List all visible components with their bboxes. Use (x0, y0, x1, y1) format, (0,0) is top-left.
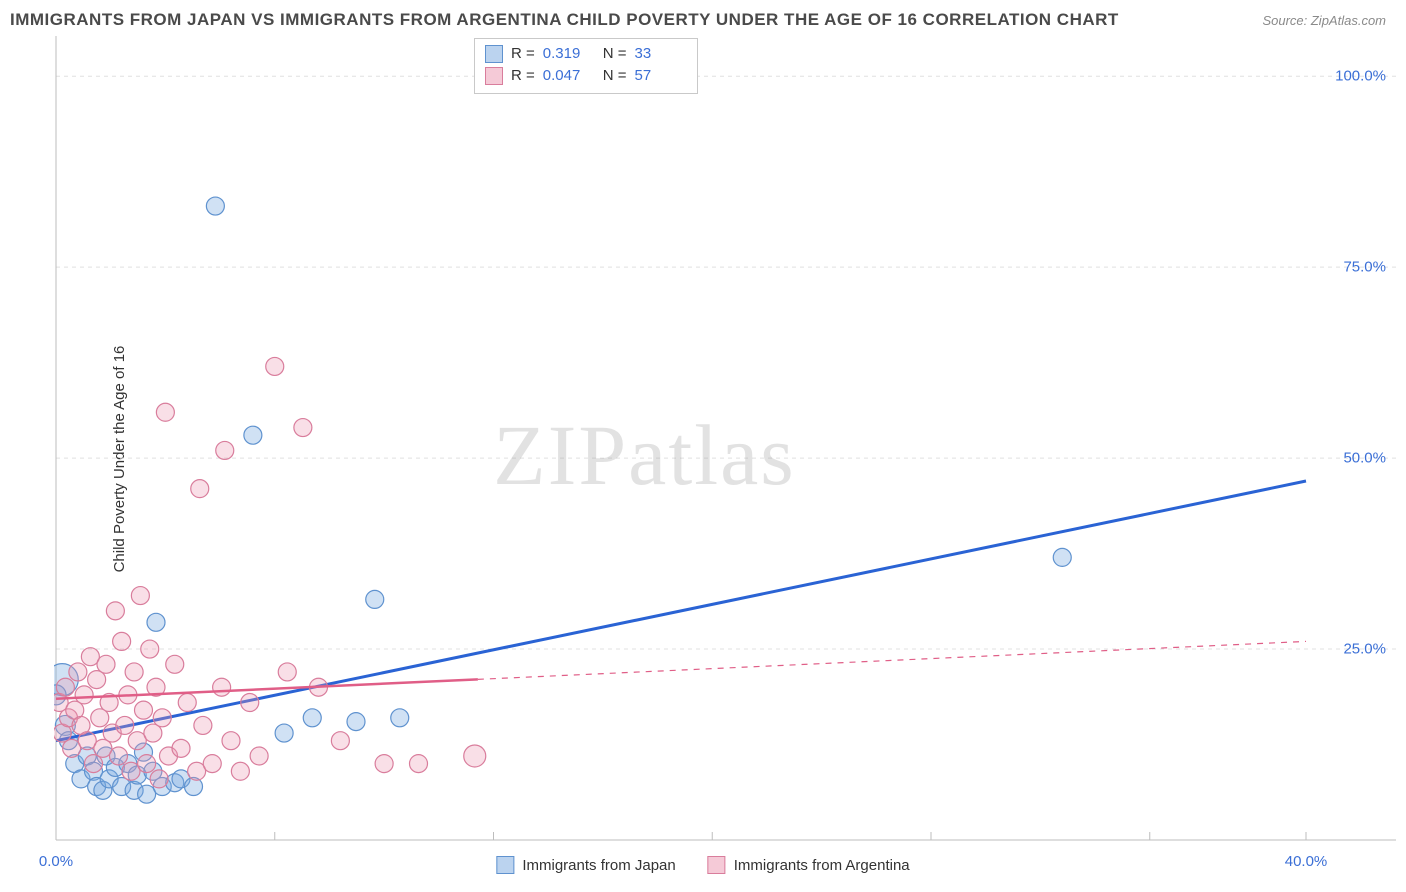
scatter-point-argentina (156, 403, 174, 421)
scatter-point-japan (347, 713, 365, 731)
scatter-point-argentina (331, 732, 349, 750)
legend-item-japan: Immigrants from Japan (496, 856, 675, 874)
scatter-point-argentina (69, 663, 87, 681)
stats-row-japan: R = 0.319 N = 33 (485, 43, 687, 65)
stats-legend-box: R = 0.319 N = 33 R = 0.047 N = 57 (474, 38, 698, 94)
scatter-point-argentina (278, 663, 296, 681)
plot-area: ZIPatlas R = 0.319 N = 33 R = 0.047 N = … (54, 36, 1396, 842)
r-value-japan: 0.319 (543, 43, 595, 65)
n-label: N = (603, 43, 627, 65)
stats-row-argentina: R = 0.047 N = 57 (485, 65, 687, 87)
n-label: N = (603, 65, 627, 87)
scatter-point-argentina (222, 732, 240, 750)
header: IMMIGRANTS FROM JAPAN VS IMMIGRANTS FROM… (0, 0, 1406, 36)
scatter-point-argentina (106, 602, 124, 620)
scatter-point-argentina (172, 739, 190, 757)
scatter-point-argentina (250, 747, 268, 765)
scatter-point-japan (1053, 548, 1071, 566)
scatter-point-argentina (375, 755, 393, 773)
swatch-japan (485, 45, 503, 63)
swatch-argentina (708, 856, 726, 874)
scatter-point-japan (366, 590, 384, 608)
scatter-point-argentina (178, 694, 196, 712)
scatter-point-argentina (216, 441, 234, 459)
chart-title: IMMIGRANTS FROM JAPAN VS IMMIGRANTS FROM… (10, 10, 1119, 30)
scatter-point-argentina (125, 663, 143, 681)
n-value-argentina: 57 (635, 65, 687, 87)
legend-item-argentina: Immigrants from Argentina (708, 856, 910, 874)
x-tick-label: 0.0% (39, 853, 73, 870)
trend-line-dashed-argentina (478, 641, 1306, 679)
scatter-point-argentina (97, 655, 115, 673)
scatter-point-argentina (141, 640, 159, 658)
scatter-point-japan (303, 709, 321, 727)
scatter-point-argentina (131, 587, 149, 605)
y-tick-label: 100.0% (1335, 68, 1386, 85)
y-tick-label: 25.0% (1343, 641, 1386, 658)
scatter-point-argentina (191, 480, 209, 498)
scatter-point-argentina (135, 701, 153, 719)
r-value-argentina: 0.047 (543, 65, 595, 87)
x-tick-label: 40.0% (1285, 853, 1328, 870)
scatter-point-argentina (241, 694, 259, 712)
scatter-point-argentina (153, 709, 171, 727)
scatter-point-argentina (464, 745, 486, 767)
scatter-point-argentina (138, 755, 156, 773)
scatter-point-japan (206, 197, 224, 215)
scatter-point-argentina (194, 716, 212, 734)
scatter-point-japan (391, 709, 409, 727)
swatch-argentina (485, 67, 503, 85)
scatter-point-argentina (203, 755, 221, 773)
y-tick-label: 75.0% (1343, 259, 1386, 276)
scatter-point-argentina (266, 357, 284, 375)
scatter-point-argentina (410, 755, 428, 773)
scatter-point-argentina (166, 655, 184, 673)
scatter-point-japan (275, 724, 293, 742)
source-attribution: Source: ZipAtlas.com (1262, 13, 1386, 28)
scatter-point-argentina (56, 678, 74, 696)
scatter-point-argentina (231, 762, 249, 780)
scatter-point-argentina (113, 632, 131, 650)
scatter-point-argentina (150, 770, 168, 788)
scatter-point-japan (244, 426, 262, 444)
scatter-point-argentina (116, 716, 134, 734)
swatch-japan (496, 856, 514, 874)
scatter-point-argentina (75, 686, 93, 704)
legend-bottom: Immigrants from Japan Immigrants from Ar… (496, 856, 909, 874)
n-value-japan: 33 (635, 43, 687, 65)
chart-container: Child Poverty Under the Age of 16 ZIPatl… (10, 36, 1396, 882)
legend-label-argentina: Immigrants from Argentina (734, 857, 910, 874)
legend-label-japan: Immigrants from Japan (522, 857, 675, 874)
y-tick-label: 50.0% (1343, 450, 1386, 467)
scatter-point-argentina (213, 678, 231, 696)
r-label: R = (511, 65, 535, 87)
scatter-chart-svg (54, 36, 1396, 842)
scatter-point-japan (147, 613, 165, 631)
r-label: R = (511, 43, 535, 65)
scatter-point-argentina (110, 747, 128, 765)
scatter-point-argentina (294, 419, 312, 437)
